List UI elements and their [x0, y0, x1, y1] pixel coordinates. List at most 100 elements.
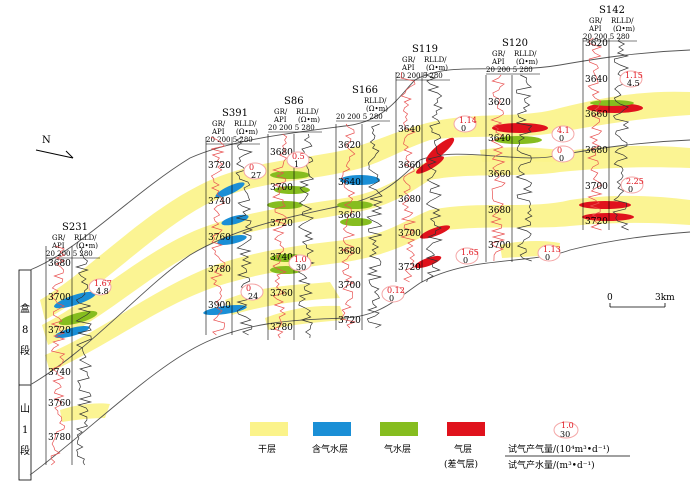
test-water-rate: 0: [389, 294, 394, 303]
depth-label: 3700: [48, 293, 71, 303]
gr-log-curve: [340, 123, 357, 329]
gas-lens: [582, 213, 634, 221]
rlld-log-curve: [425, 71, 443, 283]
well-header-ohm: (Ω•m): [613, 25, 635, 33]
depth-label: 3780: [270, 323, 293, 333]
test-result-bubble: [537, 244, 561, 262]
well-header-gr: GR/: [402, 56, 416, 64]
gas-lens: [425, 137, 455, 163]
test-water-rate: 0: [545, 253, 550, 262]
strat-upper-3: 段: [20, 344, 30, 357]
test-result-bubble: [620, 176, 644, 194]
depth-label: 3640: [338, 178, 361, 188]
test-gas-rate: 1.65: [461, 248, 479, 257]
depth-label: 3720: [585, 217, 608, 227]
well-header-ohm: (Ω•m): [516, 58, 538, 66]
rlld-log-curve: [515, 74, 533, 262]
well-header-ohm: (Ω•m): [366, 105, 388, 113]
depth-label: 3740: [48, 368, 71, 378]
test-gas-rate: 0: [246, 284, 251, 293]
test-gas-rate: 1.67: [94, 279, 112, 288]
test-result-bubble: [286, 151, 310, 169]
depth-label: 3620: [585, 39, 608, 49]
gr-log-curve: [490, 74, 506, 262]
well-header-ohm: (Ω•m): [236, 128, 258, 136]
well-header-gr: GR/: [52, 234, 66, 242]
test-gas-rate: 1.14: [459, 116, 477, 125]
dry-sand-bodies: [40, 91, 690, 422]
well-header-ohm: (Ω•m): [298, 116, 320, 124]
depth-label: 3680: [48, 259, 71, 269]
depth-label: 3680: [338, 247, 361, 257]
well-name: S86: [284, 96, 304, 107]
depth-label: 3620: [338, 141, 361, 151]
dry-sand-body: [60, 403, 110, 422]
dry-sand-body: [265, 305, 345, 330]
rlld-log-curve: [612, 37, 630, 231]
test-result-bubble: [240, 283, 264, 301]
well-header-gr: GR/: [589, 17, 603, 25]
depth-label: 3660: [398, 161, 421, 171]
well-name: S166: [352, 85, 378, 96]
depth-label: 3660: [585, 110, 608, 120]
water-lens: [337, 201, 373, 209]
depth-label: 3700: [398, 229, 421, 239]
legend-label-gaswater: 含气水层: [312, 443, 348, 455]
gaswater-lens: [203, 304, 247, 316]
well-header-ohm: (Ω•m): [76, 242, 98, 250]
gas-lens: [419, 225, 451, 239]
legend-swatch-gas: [447, 422, 485, 436]
depth-label: 3740: [270, 253, 293, 263]
strat-upper-1: 盒: [20, 302, 30, 315]
well-header-gr: GR/: [492, 50, 506, 58]
depth-label: 3720: [338, 316, 361, 326]
water-lens: [590, 100, 634, 106]
well-header-rlld: RLLD/: [234, 120, 257, 128]
test-gas-rate: 4.1: [557, 126, 570, 135]
scale-start: 0: [607, 293, 613, 303]
dry-sand-body: [40, 91, 690, 321]
gas-lens: [416, 156, 444, 174]
depth-label: 3680: [488, 206, 511, 216]
north-arrow: N: [35, 135, 74, 159]
gaswater-lens: [221, 214, 249, 226]
gaswater-lens: [54, 291, 96, 309]
well-name: S231: [62, 222, 88, 233]
depth-label: 3660: [488, 170, 511, 180]
legend: 干层 含气水层 气水层 气层 (差气层) 1.0 30 试气产气量/(10⁴m³…: [250, 421, 630, 471]
test-water-rate: 0: [628, 185, 633, 194]
depth-label: 3640: [585, 75, 608, 85]
test-gas-rate: 0: [557, 146, 562, 155]
test-result-bubble: [288, 254, 312, 272]
well-name: S120: [502, 38, 528, 49]
depth-label: 3780: [48, 433, 71, 443]
depth-label: 3620: [488, 98, 511, 108]
test-result-bubble: [88, 278, 112, 296]
well-scale: 20 200 5 280: [268, 124, 315, 132]
legend-label-dry: 干层: [258, 444, 276, 455]
depth-label: 3900: [208, 301, 231, 311]
depth-label: 3740: [208, 197, 231, 207]
depth-label: 3640: [488, 134, 511, 144]
well-header-api: API: [273, 116, 287, 124]
test-result-bubble: [551, 145, 575, 163]
test-gas-rate: 1.15: [625, 71, 643, 80]
water-lens: [267, 201, 303, 209]
depth-label: 3640: [398, 125, 421, 135]
depth-label: 3720: [208, 161, 231, 171]
well-header-rlld: RLLD/: [74, 234, 97, 242]
depth-label: 3720: [398, 263, 421, 273]
test-gas-rate: 1.0: [294, 255, 307, 264]
gas-lens: [414, 255, 442, 269]
depth-label: 3660: [338, 211, 361, 221]
test-result-bubble: [551, 125, 575, 143]
test-water-rate: 0: [461, 124, 466, 133]
gr-log-curve: [587, 37, 603, 231]
well-header-rlld: RLLD/: [424, 56, 447, 64]
dry-sand-body: [42, 145, 690, 345]
test-water-rate: 4.5: [627, 79, 640, 88]
test-gas-rate: 1.13: [543, 245, 561, 254]
